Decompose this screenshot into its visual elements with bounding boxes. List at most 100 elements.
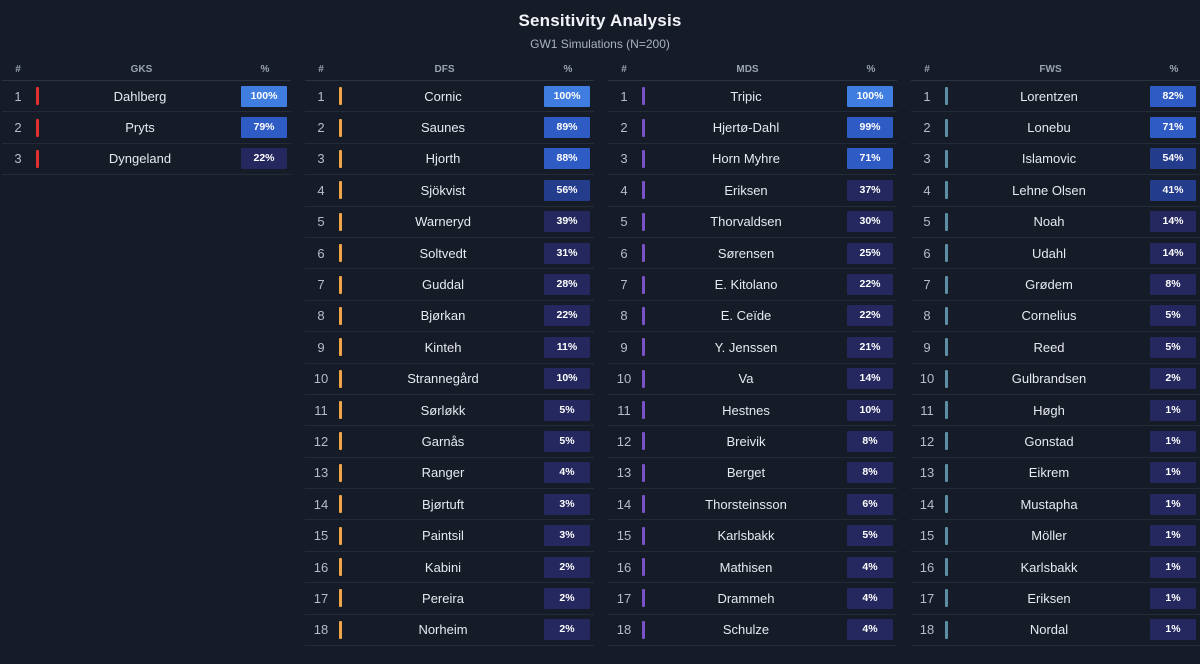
table-row[interactable]: 1 Tripic 100% <box>608 81 897 113</box>
table-row[interactable]: 13 Berget 8% <box>608 458 897 490</box>
percent-badge: 4% <box>847 619 893 641</box>
table-row[interactable]: 18 Norheim 2% <box>305 615 594 647</box>
table-row[interactable]: 16 Karlsbakk 1% <box>911 552 1200 584</box>
table-row[interactable]: 6 Soltvedt 31% <box>305 238 594 270</box>
table-row[interactable]: 5 Noah 14% <box>911 207 1200 238</box>
percent-header[interactable]: % <box>1169 63 1179 75</box>
table-row[interactable]: 2 Lonebu 71% <box>911 112 1200 144</box>
rank-header[interactable]: # <box>621 63 627 75</box>
table-row[interactable]: 2 Pryts 79% <box>2 112 291 144</box>
table-row[interactable]: 7 Guddal 28% <box>305 269 594 301</box>
table-row[interactable]: 14 Bjørtuft 3% <box>305 489 594 521</box>
percent-badge: 6% <box>847 493 893 515</box>
table-row[interactable]: 18 Schulze 4% <box>608 615 897 647</box>
table-row[interactable]: 1 Lorentzen 82% <box>911 81 1200 113</box>
table-row[interactable]: 11 Sørløkk 5% <box>305 395 594 427</box>
position-header[interactable]: GKS <box>130 63 153 75</box>
position-header[interactable]: FWS <box>1039 63 1062 75</box>
player-name: E. Ceïde <box>720 308 772 324</box>
percent-badge: 1% <box>1150 556 1196 578</box>
table-row[interactable]: 15 Möller 1% <box>911 520 1200 552</box>
player-name: Lonebu <box>1027 120 1071 136</box>
rank-header[interactable]: # <box>924 63 930 75</box>
table-row[interactable]: 8 Cornelius 5% <box>911 301 1200 333</box>
position-color-stripe <box>339 589 342 608</box>
percent-badge: 99% <box>847 117 893 139</box>
table-row[interactable]: 6 Sørensen 25% <box>608 238 897 270</box>
table-row[interactable]: 6 Udahl 14% <box>911 238 1200 270</box>
table-row[interactable]: 12 Garnås 5% <box>305 426 594 458</box>
row-rank: 9 <box>620 339 628 355</box>
rank-header[interactable]: # <box>15 63 21 75</box>
table-row[interactable]: 15 Karlsbakk 5% <box>608 520 897 552</box>
percent-header[interactable]: % <box>260 63 270 75</box>
table-row[interactable]: 3 Hjorth 88% <box>305 144 594 176</box>
player-name: E. Kitolano <box>714 277 778 293</box>
table-row[interactable]: 8 Bjørkan 22% <box>305 301 594 333</box>
row-rank: 16 <box>616 559 632 575</box>
percent-badge: 89% <box>544 117 590 139</box>
table-row[interactable]: 17 Eriksen 1% <box>911 583 1200 615</box>
table-row[interactable]: 3 Islamovic 54% <box>911 144 1200 176</box>
table-row[interactable]: 13 Ranger 4% <box>305 458 594 490</box>
position-color-stripe <box>642 87 645 106</box>
table-row[interactable]: 3 Horn Myhre 71% <box>608 144 897 176</box>
position-color-stripe <box>339 87 342 106</box>
table-row[interactable]: 7 Grødem 8% <box>911 269 1200 301</box>
table-row[interactable]: 9 Reed 5% <box>911 332 1200 364</box>
player-name: Gulbrandsen <box>1011 371 1087 387</box>
table-row[interactable]: 8 E. Ceïde 22% <box>608 301 897 333</box>
percent-badge: 2% <box>544 619 590 641</box>
table-row[interactable]: 12 Breivik 8% <box>608 426 897 458</box>
position-color-stripe <box>642 149 645 168</box>
table-row[interactable]: 2 Saunes 89% <box>305 112 594 144</box>
position-color-stripe <box>339 118 342 137</box>
player-name: Hestnes <box>722 402 770 418</box>
table-header: # MDS% <box>608 58 897 81</box>
row-rank: 18 <box>919 622 935 638</box>
table-row[interactable]: 11 Høgh 1% <box>911 395 1200 427</box>
table-row[interactable]: 17 Pereira 2% <box>305 583 594 615</box>
table-row[interactable]: 18 Nordal 1% <box>911 615 1200 647</box>
percent-badge: 4% <box>847 587 893 609</box>
row-rank: 13 <box>313 465 329 481</box>
row-rank: 14 <box>919 496 935 512</box>
row-rank: 7 <box>317 277 325 293</box>
table-row[interactable]: 9 Y. Jenssen 21% <box>608 332 897 364</box>
table-row[interactable]: 16 Mathisen 4% <box>608 552 897 584</box>
table-row[interactable]: 2 Hjertø-Dahl 99% <box>608 112 897 144</box>
table-row[interactable]: 17 Drammeh 4% <box>608 583 897 615</box>
rank-header[interactable]: # <box>318 63 324 75</box>
player-name: Thorsteinsson <box>705 496 787 512</box>
table-row[interactable]: 10 Strannegård 10% <box>305 364 594 395</box>
table-row[interactable]: 14 Thorsteinsson 6% <box>608 489 897 521</box>
percent-header[interactable]: % <box>866 63 876 75</box>
table-row[interactable]: 4 Lehne Olsen 41% <box>911 175 1200 207</box>
table-row[interactable]: 16 Kabini 2% <box>305 552 594 584</box>
position-header[interactable]: DFS <box>434 63 455 75</box>
table-row[interactable]: 4 Eriksen 37% <box>608 175 897 207</box>
table-row[interactable]: 9 Kinteh 11% <box>305 332 594 364</box>
table-row[interactable]: 5 Warneryd 39% <box>305 207 594 238</box>
table-row[interactable]: 5 Thorvaldsen 30% <box>608 207 897 238</box>
player-name: Mathisen <box>719 559 773 575</box>
table-row[interactable]: 10 Gulbrandsen 2% <box>911 364 1200 395</box>
position-color-stripe <box>642 369 645 388</box>
table-row[interactable]: 7 E. Kitolano 22% <box>608 269 897 301</box>
table-row[interactable]: 10 Va 14% <box>608 364 897 395</box>
table-row[interactable]: 13 Eikrem 1% <box>911 458 1200 490</box>
table-row[interactable]: 1 Dahlberg 100% <box>2 81 291 113</box>
position-header[interactable]: MDS <box>736 63 759 75</box>
table-row[interactable]: 15 Paintsil 3% <box>305 520 594 552</box>
table-row[interactable]: 11 Hestnes 10% <box>608 395 897 427</box>
percent-badge: 5% <box>1150 305 1196 327</box>
percent-badge: 5% <box>544 399 590 421</box>
table-row[interactable]: 1 Cornic 100% <box>305 81 594 113</box>
percent-header[interactable]: % <box>563 63 573 75</box>
percent-badge: 79% <box>241 117 287 139</box>
table-row[interactable]: 4 Sjökvist 56% <box>305 175 594 207</box>
position-color-stripe <box>642 401 645 420</box>
table-row[interactable]: 12 Gonstad 1% <box>911 426 1200 458</box>
table-row[interactable]: 14 Mustapha 1% <box>911 489 1200 521</box>
table-row[interactable]: 3 Dyngeland 22% <box>2 144 291 176</box>
